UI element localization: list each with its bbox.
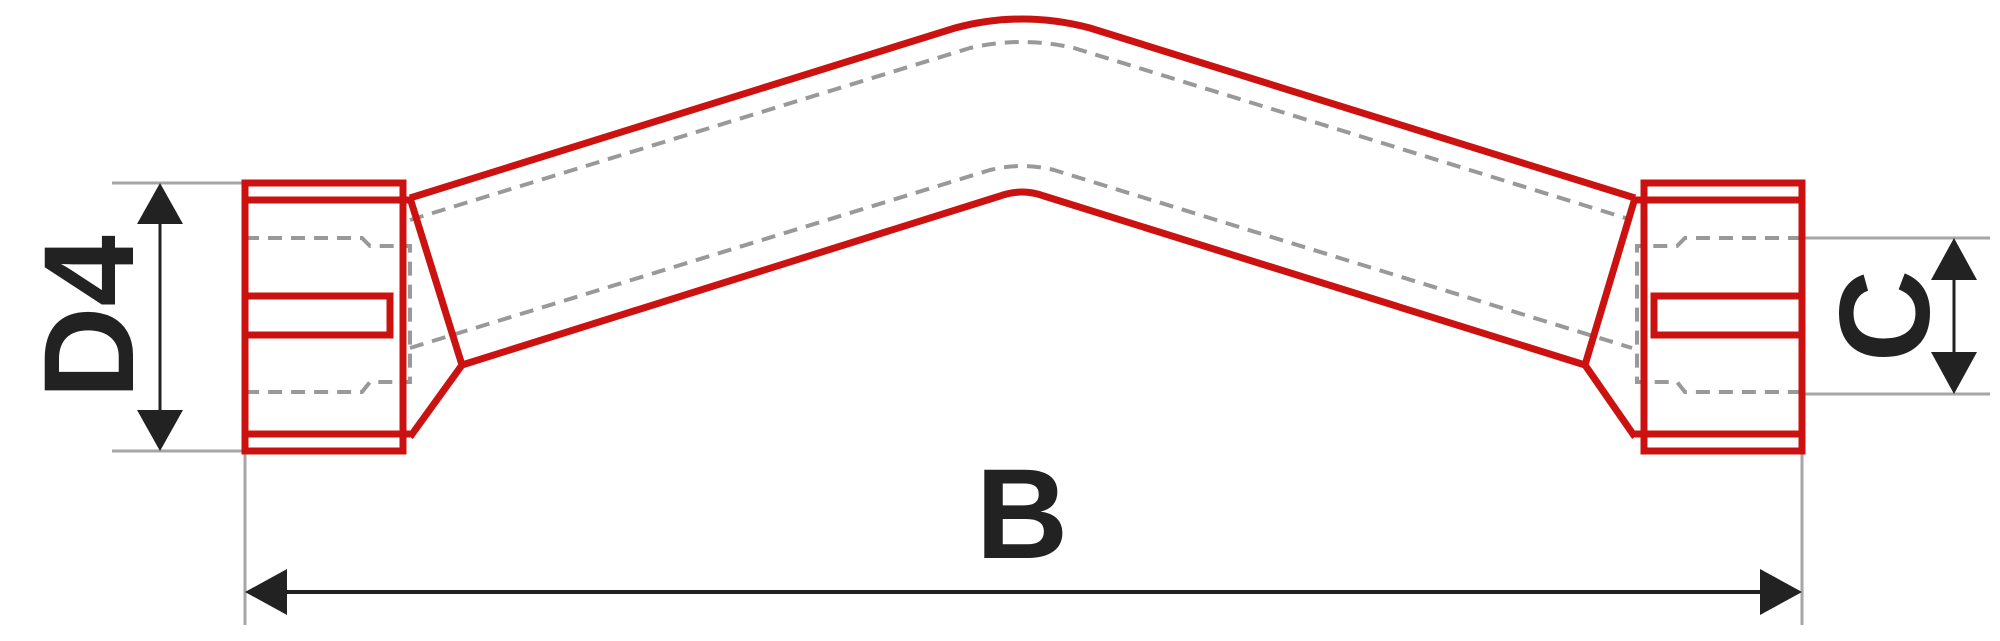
arrowhead-down — [1931, 352, 1977, 394]
arrowhead-down — [137, 410, 183, 451]
dimension-b: B — [245, 443, 1802, 615]
extension-lines — [112, 181, 1990, 625]
dimension-label-c: C — [1814, 270, 1957, 362]
dimension-label-b: B — [976, 443, 1068, 586]
arrowhead-right — [1760, 569, 1802, 615]
hidden-lines — [245, 40, 1802, 394]
arrowhead-left — [245, 569, 287, 615]
dimension-d4: D4 — [18, 183, 183, 451]
dimension-label-d4: D4 — [18, 235, 161, 399]
dimension-c: C — [1814, 238, 1977, 394]
arrowhead-up — [137, 183, 183, 224]
handle-outline — [241, 15, 1806, 455]
arrowhead-up — [1931, 238, 1977, 280]
